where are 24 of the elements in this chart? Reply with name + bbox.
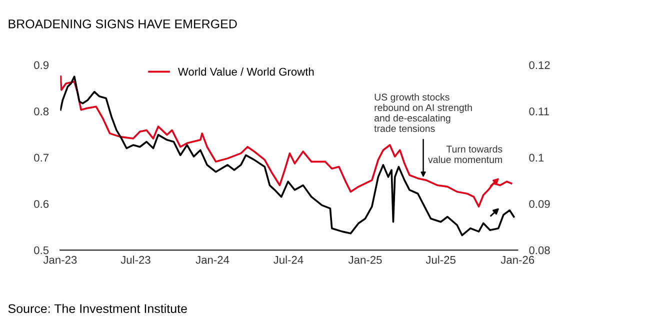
y2-tick-label: 0.08: [529, 246, 550, 254]
y2-tick-label: 0.1: [529, 154, 544, 162]
chart-title: BROADENING SIGNS HAVE EMERGED: [8, 19, 237, 28]
source-note: Source: The Investment Institute: [8, 304, 187, 314]
x-tick-label: Jan-23: [43, 256, 77, 264]
legend-label: World Value / World Growth: [178, 68, 314, 76]
x-tick-label: Jan-26: [500, 256, 534, 264]
y2-tick-label: 0.11: [529, 107, 549, 116]
x-tick-label: Jul-23: [120, 256, 150, 264]
annotation: US growth stocks rebound on AI strength and de-escalating trade tensions: [374, 93, 472, 132]
x-tick-label: Jul-25: [426, 256, 456, 264]
y-tick-label: 0.8: [34, 107, 49, 116]
line-series: [60, 76, 515, 236]
y2-tick-label: 0.12: [529, 61, 550, 70]
y-tick-label: 0.7: [34, 154, 49, 162]
y2-tick-label: 0.09: [529, 200, 550, 208]
x-tick-label: Jan-25: [348, 256, 382, 264]
line-series: [60, 76, 512, 208]
annotation: Turn towards value momentum: [428, 145, 502, 164]
y-tick-label: 0.5: [34, 246, 49, 254]
y-tick-label: 0.6: [34, 200, 49, 208]
x-tick-label: Jan-24: [196, 256, 230, 264]
x-tick-label: Jul-24: [274, 256, 304, 264]
y-tick-label: 0.9: [34, 61, 49, 70]
